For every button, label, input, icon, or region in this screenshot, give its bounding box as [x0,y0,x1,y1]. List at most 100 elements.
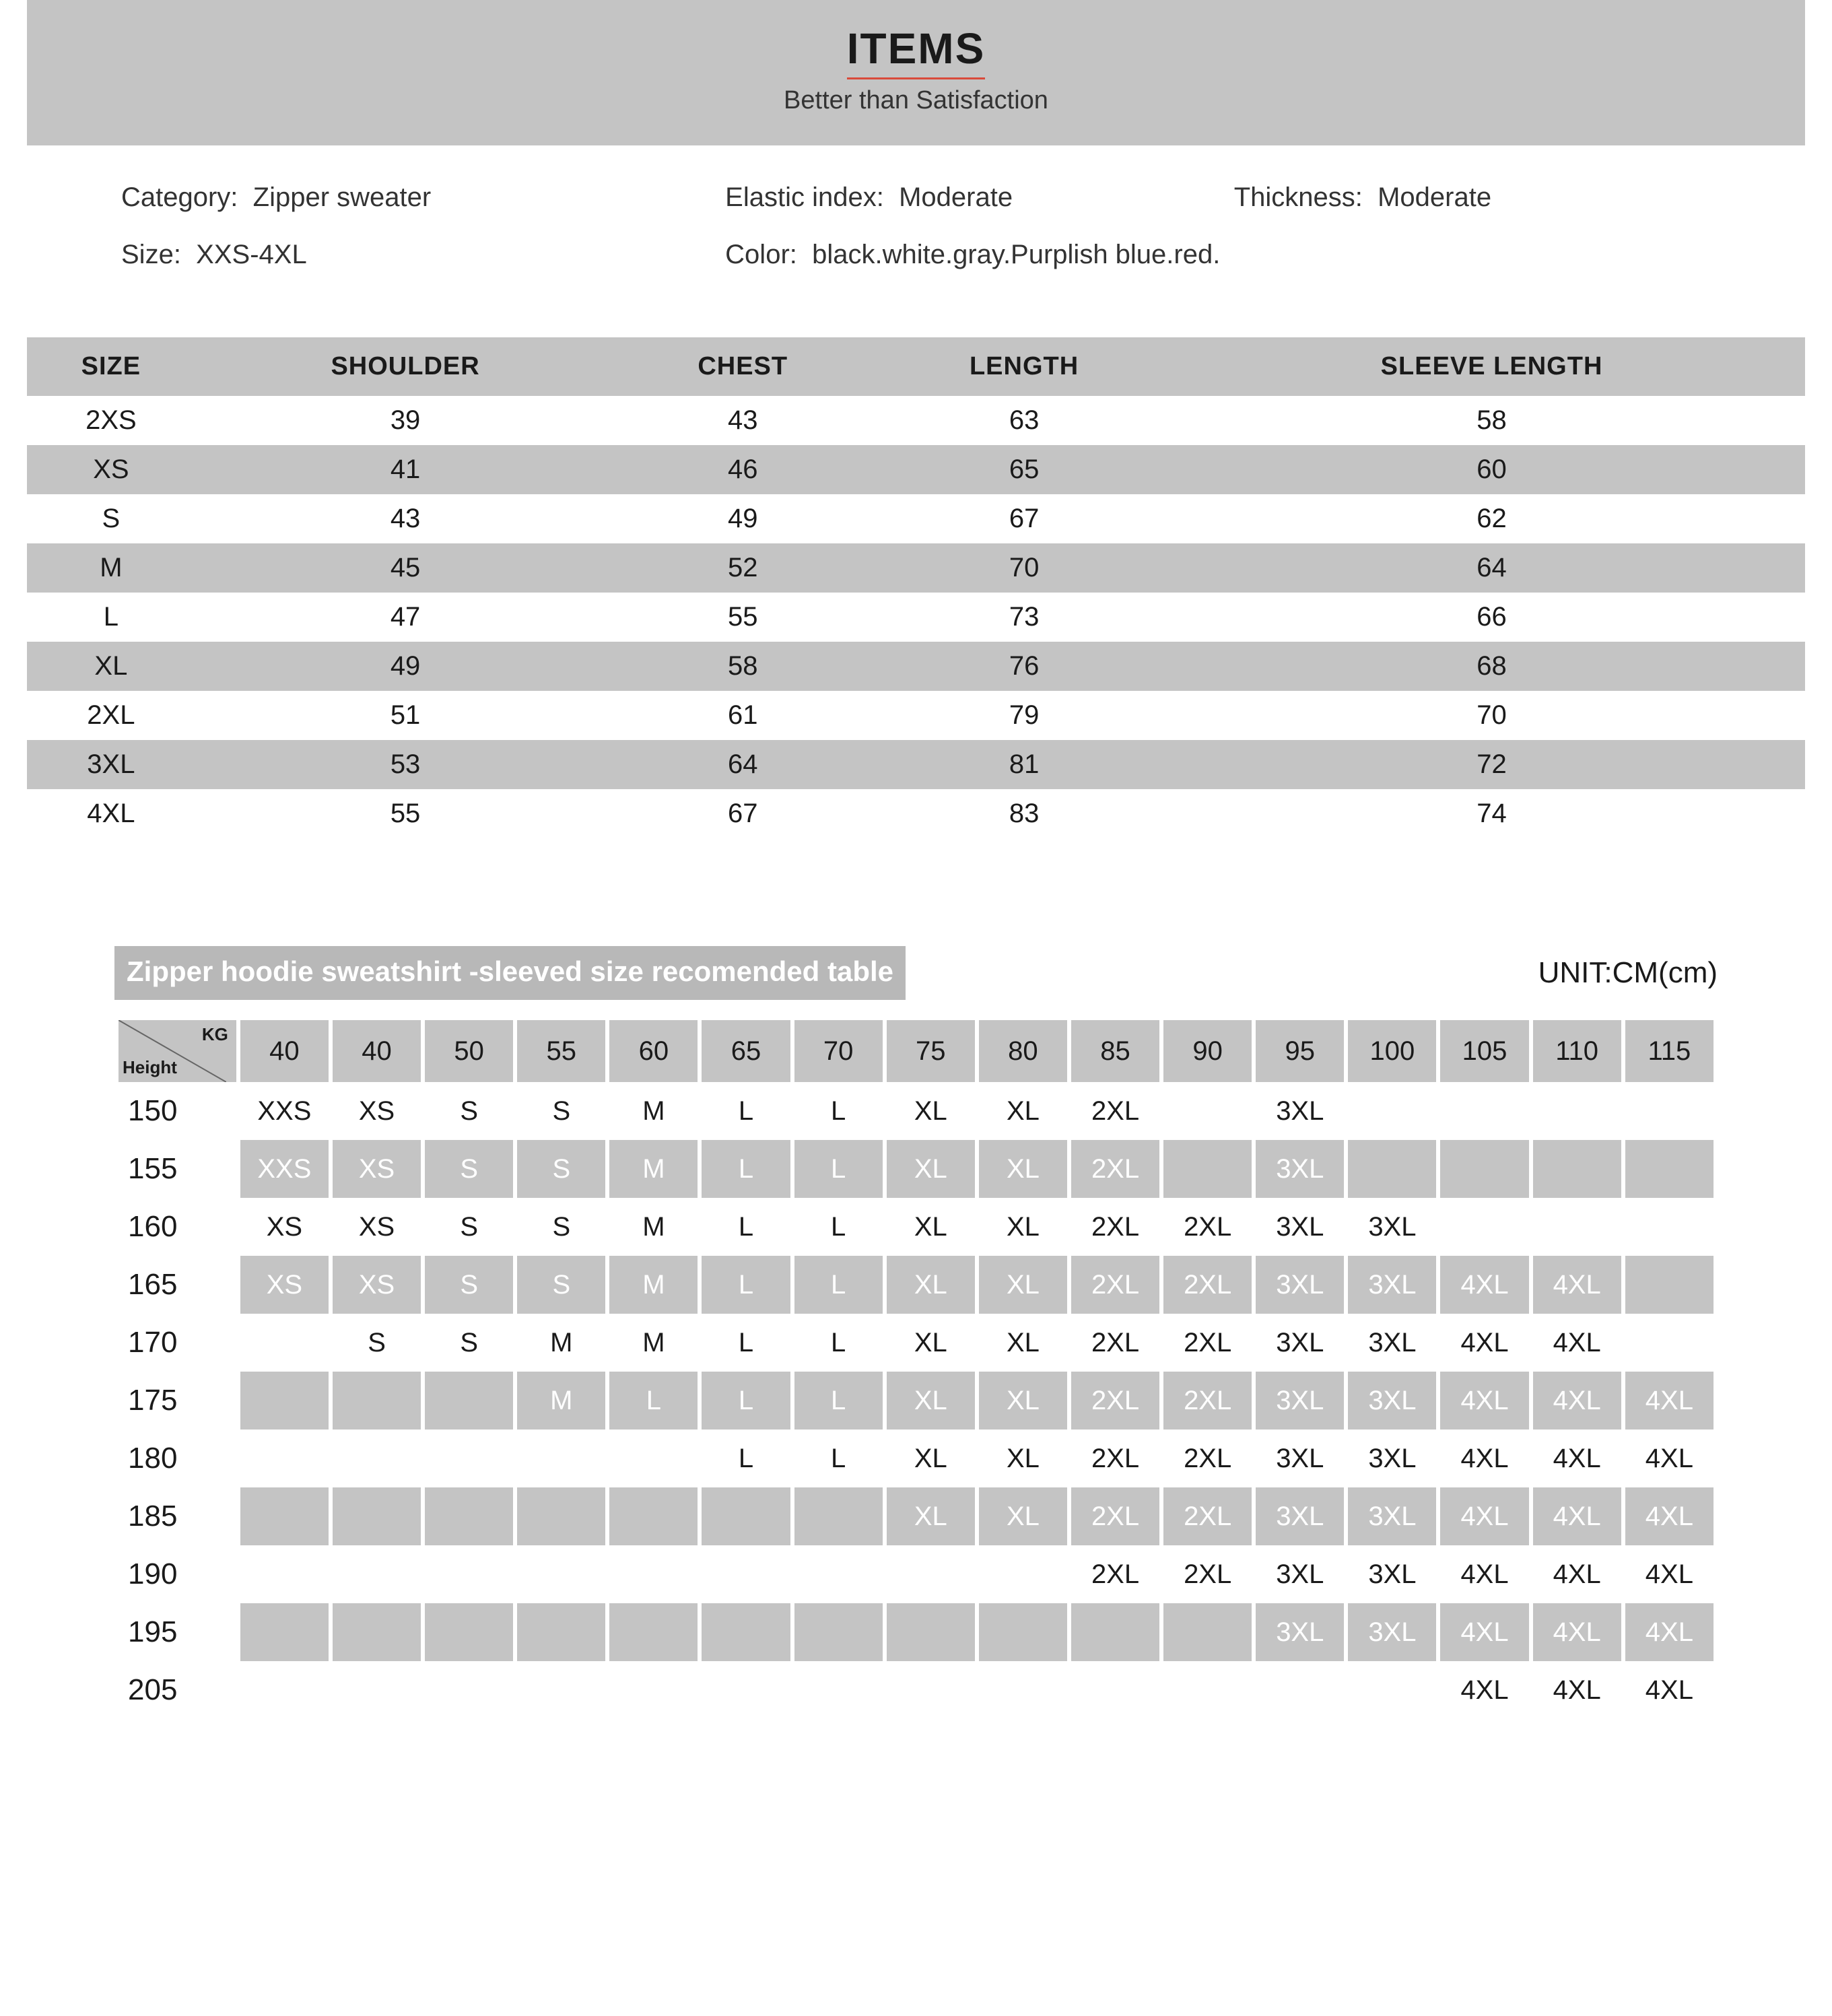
rec-cell: 2XL [1163,1545,1252,1603]
size-value: XXS-4XL [196,240,307,269]
rec-cell [1348,1661,1436,1719]
rec-cell [794,1487,883,1545]
rec-cell: 2XL [1071,1545,1159,1603]
rec-cell: 4XL [1625,1487,1714,1545]
rec-cell: 4XL [1440,1430,1528,1487]
rec-cell: 2XL [1163,1256,1252,1314]
table-cell: 58 [1178,396,1805,445]
rec-cell: 3XL [1256,1314,1344,1372]
rec-cell: XL [887,1314,975,1372]
rec-kg-header: 65 [702,1020,790,1082]
rec-cell: 4XL [1440,1256,1528,1314]
rec-cell [333,1372,421,1430]
rec-cell: XS [333,1140,421,1198]
table-cell: 51 [195,691,616,740]
rec-cell [702,1603,790,1661]
table-cell: 76 [870,642,1178,691]
rec-cell: 2XL [1071,1487,1159,1545]
rec-cell: XL [887,1372,975,1430]
table-cell: L [27,593,195,642]
rec-cell: 2XL [1071,1082,1159,1140]
rec-cell [887,1661,975,1719]
rec-cell: L [794,1256,883,1314]
size-table-col: CHEST [615,337,870,396]
table-cell: 47 [195,593,616,642]
rec-cell [1163,1661,1252,1719]
rec-cell: XL [979,1314,1067,1372]
rec-height-cell: 160 [118,1198,236,1256]
rec-cell: 3XL [1348,1487,1436,1545]
rec-cell: 3XL [1256,1603,1344,1661]
rec-cell: XS [333,1082,421,1140]
corner-height-label: Height [123,1057,177,1078]
rec-cell [794,1661,883,1719]
rec-cell: L [702,1372,790,1430]
elastic-field: Elastic index: Moderate [725,182,1234,213]
rec-kg-header: 55 [517,1020,605,1082]
rec-cell [1440,1082,1528,1140]
rec-title: Zipper hoodie sweatshirt -sleeved size r… [114,946,906,1000]
rec-cell: 4XL [1440,1314,1528,1372]
table-row: 2XS39436358 [27,396,1805,445]
rec-body: 150XXSXSSSMLLXLXL2XL3XL155XXSXSSSMLLXLXL… [118,1082,1714,1719]
rec-cell [1533,1140,1621,1198]
rec-cell: 2XL [1071,1198,1159,1256]
rec-cell: 4XL [1533,1603,1621,1661]
rec-cell: L [702,1082,790,1140]
rec-cell: L [794,1082,883,1140]
rec-cell [1163,1140,1252,1198]
rec-cell: S [517,1082,605,1140]
rec-cell: XL [979,1140,1067,1198]
table-cell: 65 [870,445,1178,494]
table-cell: 49 [615,494,870,543]
rec-cell: XL [979,1082,1067,1140]
rec-cell: XL [979,1372,1067,1430]
table-cell: 4XL [27,789,195,838]
rec-cell [1625,1314,1714,1372]
rec-cell: L [794,1430,883,1487]
rec-cell: 3XL [1256,1256,1344,1314]
rec-cell: 4XL [1440,1545,1528,1603]
rec-cell: M [517,1372,605,1430]
table-row: XL49587668 [27,642,1805,691]
rec-cell: XL [979,1256,1067,1314]
rec-cell: 4XL [1533,1314,1621,1372]
rec-height-cell: 195 [118,1603,236,1661]
rec-height-cell: 205 [118,1661,236,1719]
rec-cell [517,1603,605,1661]
rec-cell [1625,1140,1714,1198]
rec-cell: 4XL [1533,1661,1621,1719]
rec-kg-header: 115 [1625,1020,1714,1082]
rec-kg-header: 60 [609,1020,698,1082]
table-cell: 61 [615,691,870,740]
category-field: Category: Zipper sweater [121,182,725,213]
rec-cell: 4XL [1625,1545,1714,1603]
rec-cell: L [702,1140,790,1198]
rec-cell: L [702,1314,790,1372]
rec-cell: 2XL [1163,1372,1252,1430]
rec-kg-header: 110 [1533,1020,1621,1082]
header-subtitle: Better than Satisfaction [27,86,1805,115]
table-cell: 73 [870,593,1178,642]
rec-cell: XS [240,1198,329,1256]
rec-cell [887,1603,975,1661]
rec-cell [1071,1661,1159,1719]
rec-cell [979,1545,1067,1603]
rec-cell: XL [887,1430,975,1487]
category-value: Zipper sweater [253,182,432,212]
rec-cell: 4XL [1440,1661,1528,1719]
table-cell: 2XS [27,396,195,445]
elastic-label: Elastic index: [725,182,884,212]
rec-kg-header: 95 [1256,1020,1344,1082]
rec-cell: L [702,1198,790,1256]
rec-cell: 4XL [1533,1256,1621,1314]
rec-kg-header: 100 [1348,1020,1436,1082]
rec-cell [333,1661,421,1719]
size-table: SIZESHOULDERCHESTLENGTHSLEEVE LENGTH 2XS… [27,337,1805,838]
rec-cell: 4XL [1625,1372,1714,1430]
rec-cell: 4XL [1533,1372,1621,1430]
rec-cell: S [425,1256,513,1314]
table-cell: 63 [870,396,1178,445]
rec-height-cell: 190 [118,1545,236,1603]
thickness-field: Thickness: Moderate [1234,182,1711,213]
